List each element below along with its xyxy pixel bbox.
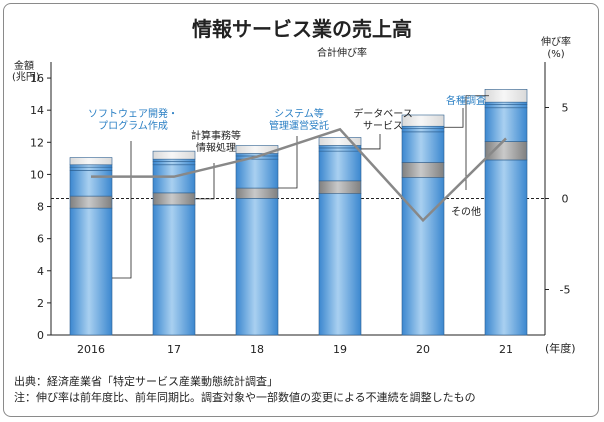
bar-segment-keisan (401, 162, 445, 178)
bar-segment-software (235, 198, 279, 336)
leader-database (361, 134, 381, 150)
bar-segment-keisan (484, 141, 528, 161)
bar-segment-software (69, 207, 113, 336)
annotation-database: データベース (353, 107, 413, 120)
annotation-kakushu: 各種調査 (446, 94, 486, 107)
x-tick-label: 20 (416, 343, 430, 356)
bar-segment-kakushu (152, 158, 196, 162)
annotation-software: プログラム作成 (98, 119, 168, 132)
y-tick-label: 12 (30, 136, 44, 149)
y-tick-label: 16 (30, 72, 44, 85)
leader-software (112, 141, 132, 279)
chart-title: 情報サービス業の売上高 (192, 17, 412, 41)
annotation-keisan: 計算事務等 (191, 129, 241, 142)
bar-segment-software (484, 159, 528, 336)
y-axis-unit: (兆円) (12, 71, 40, 83)
bar-segment-software (152, 204, 196, 336)
bar-segment-sonota (401, 114, 445, 127)
x-tick-label: 18 (250, 343, 264, 356)
annotation-keisan: 情報処理 (196, 141, 236, 154)
annotation-software: ソフトウェア開発・ (88, 107, 178, 120)
leader-kakushu (444, 108, 464, 128)
bar-segment-system (235, 158, 279, 189)
y-tick-label: 0 (37, 329, 44, 342)
annotation-database: サービス (363, 120, 403, 132)
bar-segment-software (401, 177, 445, 336)
source-note: 出典：経済産業省「特定サービス産業動態統計調査」 (14, 375, 278, 388)
bar-segment-sonota (318, 137, 362, 146)
growth-line (91, 127, 507, 223)
growth-tick-label: 0 (562, 193, 569, 206)
y-tick-label: 10 (30, 168, 44, 181)
bar-segment-database (484, 104, 528, 109)
axes: 0 2 4 6 8 10 12 14 16 5 0 -5 2016 17 18 19 20 21 (30, 62, 570, 356)
leader-sonota (465, 95, 489, 190)
growth-line-layer (90, 127, 507, 223)
y-tick-label: 4 (37, 265, 44, 278)
annotation-leaders (112, 95, 489, 279)
annotation-system: 管理運営受託 (269, 119, 329, 132)
y-tick-label: 14 (30, 104, 44, 117)
bar-segment-database (401, 128, 445, 133)
x-tick-label: 17 (167, 343, 181, 356)
bar-segment-keisan (69, 195, 113, 209)
bar-segment-database (69, 166, 113, 171)
leader-system (278, 136, 298, 189)
x-tick-label: 19 (333, 343, 347, 356)
bar-segment-system (318, 150, 362, 182)
bar-segment-database (318, 147, 362, 152)
bar-segment-kakushu (69, 164, 113, 168)
growth-axis-unit: (%) (547, 49, 564, 60)
x-axis-unit: (年度) (545, 341, 576, 355)
y-tick-label: 2 (37, 297, 44, 310)
footnote: 注：伸び率は前年度比、前年同期比。調査対象や一部数値の変更による不連続を調整した… (14, 391, 476, 404)
bar-segment-sonota (484, 89, 528, 103)
bar-segment-keisan (235, 187, 279, 199)
bar-segment-kakushu (401, 125, 445, 129)
growth-line-label: 合計伸び率 (317, 46, 367, 59)
annotation-system: システム等 (274, 107, 324, 120)
bar-segment-sonota (152, 150, 196, 160)
stacked-bars (69, 89, 528, 336)
x-tick-label: 21 (499, 343, 513, 356)
bar-segment-database (152, 161, 196, 166)
growth-tick-label: -5 (560, 284, 571, 297)
y-tick-label: 8 (37, 201, 44, 214)
x-tick-label: 2016 (77, 343, 105, 356)
y-axis-label: 金額 (14, 59, 34, 72)
bar-segment-keisan (318, 180, 362, 194)
growth-axis-label: 伸び率 (541, 35, 571, 48)
bar-segment-kakushu (484, 101, 528, 105)
bar-segment-system (69, 170, 113, 197)
bar-segment-sonota (69, 157, 113, 166)
growth-tick-label: 5 (562, 102, 569, 115)
bar-segment-software (318, 193, 362, 336)
y-tick-label: 6 (37, 233, 44, 246)
bar-segment-keisan (152, 192, 196, 206)
annotation-sonota: その他 (451, 205, 481, 218)
bar-segment-system (401, 131, 445, 163)
leader-keisan (195, 163, 215, 200)
bar-segment-system (484, 107, 528, 142)
bar-segment-system (152, 164, 196, 194)
